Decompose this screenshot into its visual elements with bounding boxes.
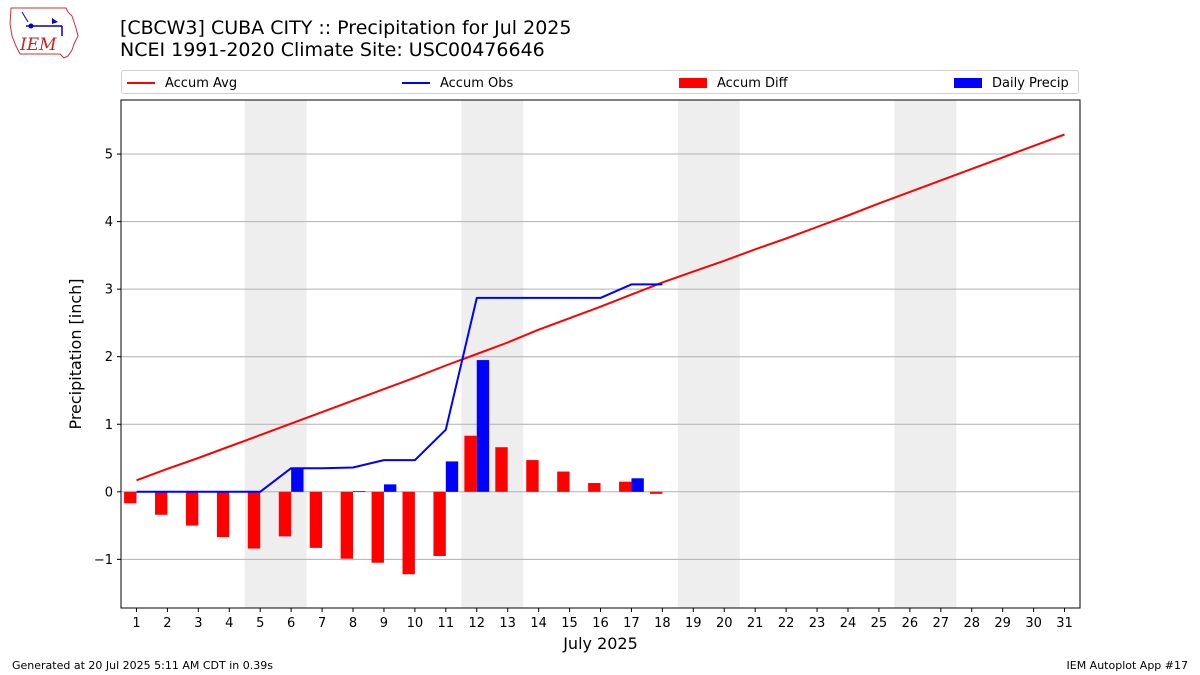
- diff-bar: [464, 435, 477, 492]
- x-axis-label: July 2025: [562, 634, 638, 653]
- xtick-label: 1: [132, 616, 140, 631]
- xtick-label: 14: [530, 616, 547, 631]
- diff-bar: [216, 491, 230, 538]
- diff-bar: [185, 491, 199, 526]
- legend-swatch-accum-obs: [402, 82, 430, 84]
- legend-label-accum-diff: Accum Diff: [717, 75, 788, 91]
- daily-precip-bar: [383, 484, 397, 492]
- weekend-band-4: [894, 100, 957, 608]
- xtick-label: 24: [840, 616, 857, 631]
- weekend-band-3: [677, 100, 740, 608]
- legend-swatch-accum-diff: [679, 78, 707, 88]
- daily-precip-bar: [445, 461, 459, 492]
- xtick-label: 20: [716, 616, 733, 631]
- accum-obs-line: [136, 283, 663, 493]
- xtick-label: 31: [1056, 616, 1073, 631]
- diff-bar: [340, 491, 354, 559]
- xtick-label: 28: [963, 616, 980, 631]
- ytick-label: −1: [94, 553, 113, 568]
- xtick-label: 7: [318, 616, 326, 631]
- diff-bar: [588, 483, 601, 492]
- ytick-label: 2: [105, 350, 113, 365]
- legend-item-daily-precip: Daily Precip: [954, 74, 1069, 92]
- diff-bar: [124, 491, 137, 504]
- diff-bar: [495, 447, 508, 492]
- diff-bar: [557, 471, 570, 492]
- title-line-2: NCEI 1991-2020 Climate Site: USC00476646: [120, 39, 545, 61]
- ytick-label: 4: [105, 215, 113, 230]
- xtick-label: 16: [592, 616, 609, 631]
- daily-precip-bar: [476, 360, 490, 492]
- daily-precip-bar: [353, 491, 366, 492]
- daily-precip-bar: [631, 478, 644, 492]
- xtick-label: 22: [778, 616, 795, 631]
- xtick-label: 23: [809, 616, 826, 631]
- accum-avg-line: [136, 133, 1065, 482]
- diff-bar: [278, 491, 292, 537]
- chart-legend: Accum Avg Accum Obs Accum Diff Daily Pre…: [121, 70, 1079, 94]
- legend-item-accum-diff: Accum Diff: [679, 74, 788, 92]
- diff-bar: [433, 491, 446, 556]
- xtick-label: 19: [685, 616, 702, 631]
- app-note: IEM Autoplot App #17: [1066, 659, 1189, 672]
- legend-swatch-accum-avg: [127, 82, 155, 84]
- ytick-label: 0: [105, 485, 113, 500]
- legend-label-accum-obs: Accum Obs: [440, 75, 514, 91]
- diff-bar: [526, 460, 539, 492]
- generated-note: Generated at 20 Jul 2025 5:11 AM CDT in …: [12, 659, 273, 672]
- plot-frame: [120, 99, 1081, 609]
- xtick-label: 9: [380, 616, 388, 631]
- ytick-label: 1: [105, 418, 113, 433]
- xtick-label: 18: [654, 616, 671, 631]
- xtick-label: 12: [468, 616, 485, 631]
- ytick-label: 3: [105, 283, 113, 298]
- legend-label-accum-avg: Accum Avg: [165, 75, 238, 91]
- xtick-label: 5: [256, 616, 264, 631]
- ytick-label: 5: [105, 148, 113, 163]
- diff-bar: [155, 491, 168, 515]
- xtick-label: 2: [163, 616, 171, 631]
- iem-logo: IEM: [8, 6, 80, 60]
- daily-precip-bar: [291, 468, 304, 492]
- weekend-band-2: [461, 100, 524, 608]
- xtick-label: 30: [1025, 616, 1042, 631]
- xtick-label: 27: [933, 616, 950, 631]
- xtick-label: 6: [287, 616, 295, 631]
- xtick-label: 21: [747, 616, 764, 631]
- diff-bar: [402, 491, 415, 575]
- iem-logo-graphic: IEM: [9, 7, 79, 59]
- xtick-label: 17: [623, 616, 640, 631]
- y-axis-label: Precipitation [inch]: [66, 278, 85, 429]
- xtick-label: 4: [225, 616, 233, 631]
- diff-bar: [371, 491, 384, 563]
- xtick-label: 8: [349, 616, 357, 631]
- legend-item-accum-obs: Accum Obs: [402, 74, 513, 92]
- xtick-label: 3: [194, 616, 202, 631]
- xtick-label: 11: [438, 616, 455, 631]
- xtick-label: 25: [871, 616, 888, 631]
- xtick-label: 15: [561, 616, 578, 631]
- xtick-label: 26: [902, 616, 919, 631]
- diff-bar: [619, 481, 632, 492]
- diff-bar: [247, 491, 261, 549]
- xtick-label: 13: [499, 616, 516, 631]
- legend-item-accum-avg: Accum Avg: [127, 74, 237, 92]
- title-line-1: [CBCW3] CUBA CITY :: Precipitation for J…: [120, 17, 572, 39]
- chart-title: [CBCW3] CUBA CITY :: Precipitation for J…: [120, 17, 571, 61]
- xtick-label: 29: [994, 616, 1011, 631]
- legend-swatch-daily-precip: [954, 78, 982, 88]
- logo-text: IEM: [19, 35, 57, 55]
- diff-bar: [649, 491, 663, 494]
- xtick-label: 10: [407, 616, 424, 631]
- legend-label-daily-precip: Daily Precip: [992, 75, 1069, 91]
- diff-bar: [309, 491, 323, 548]
